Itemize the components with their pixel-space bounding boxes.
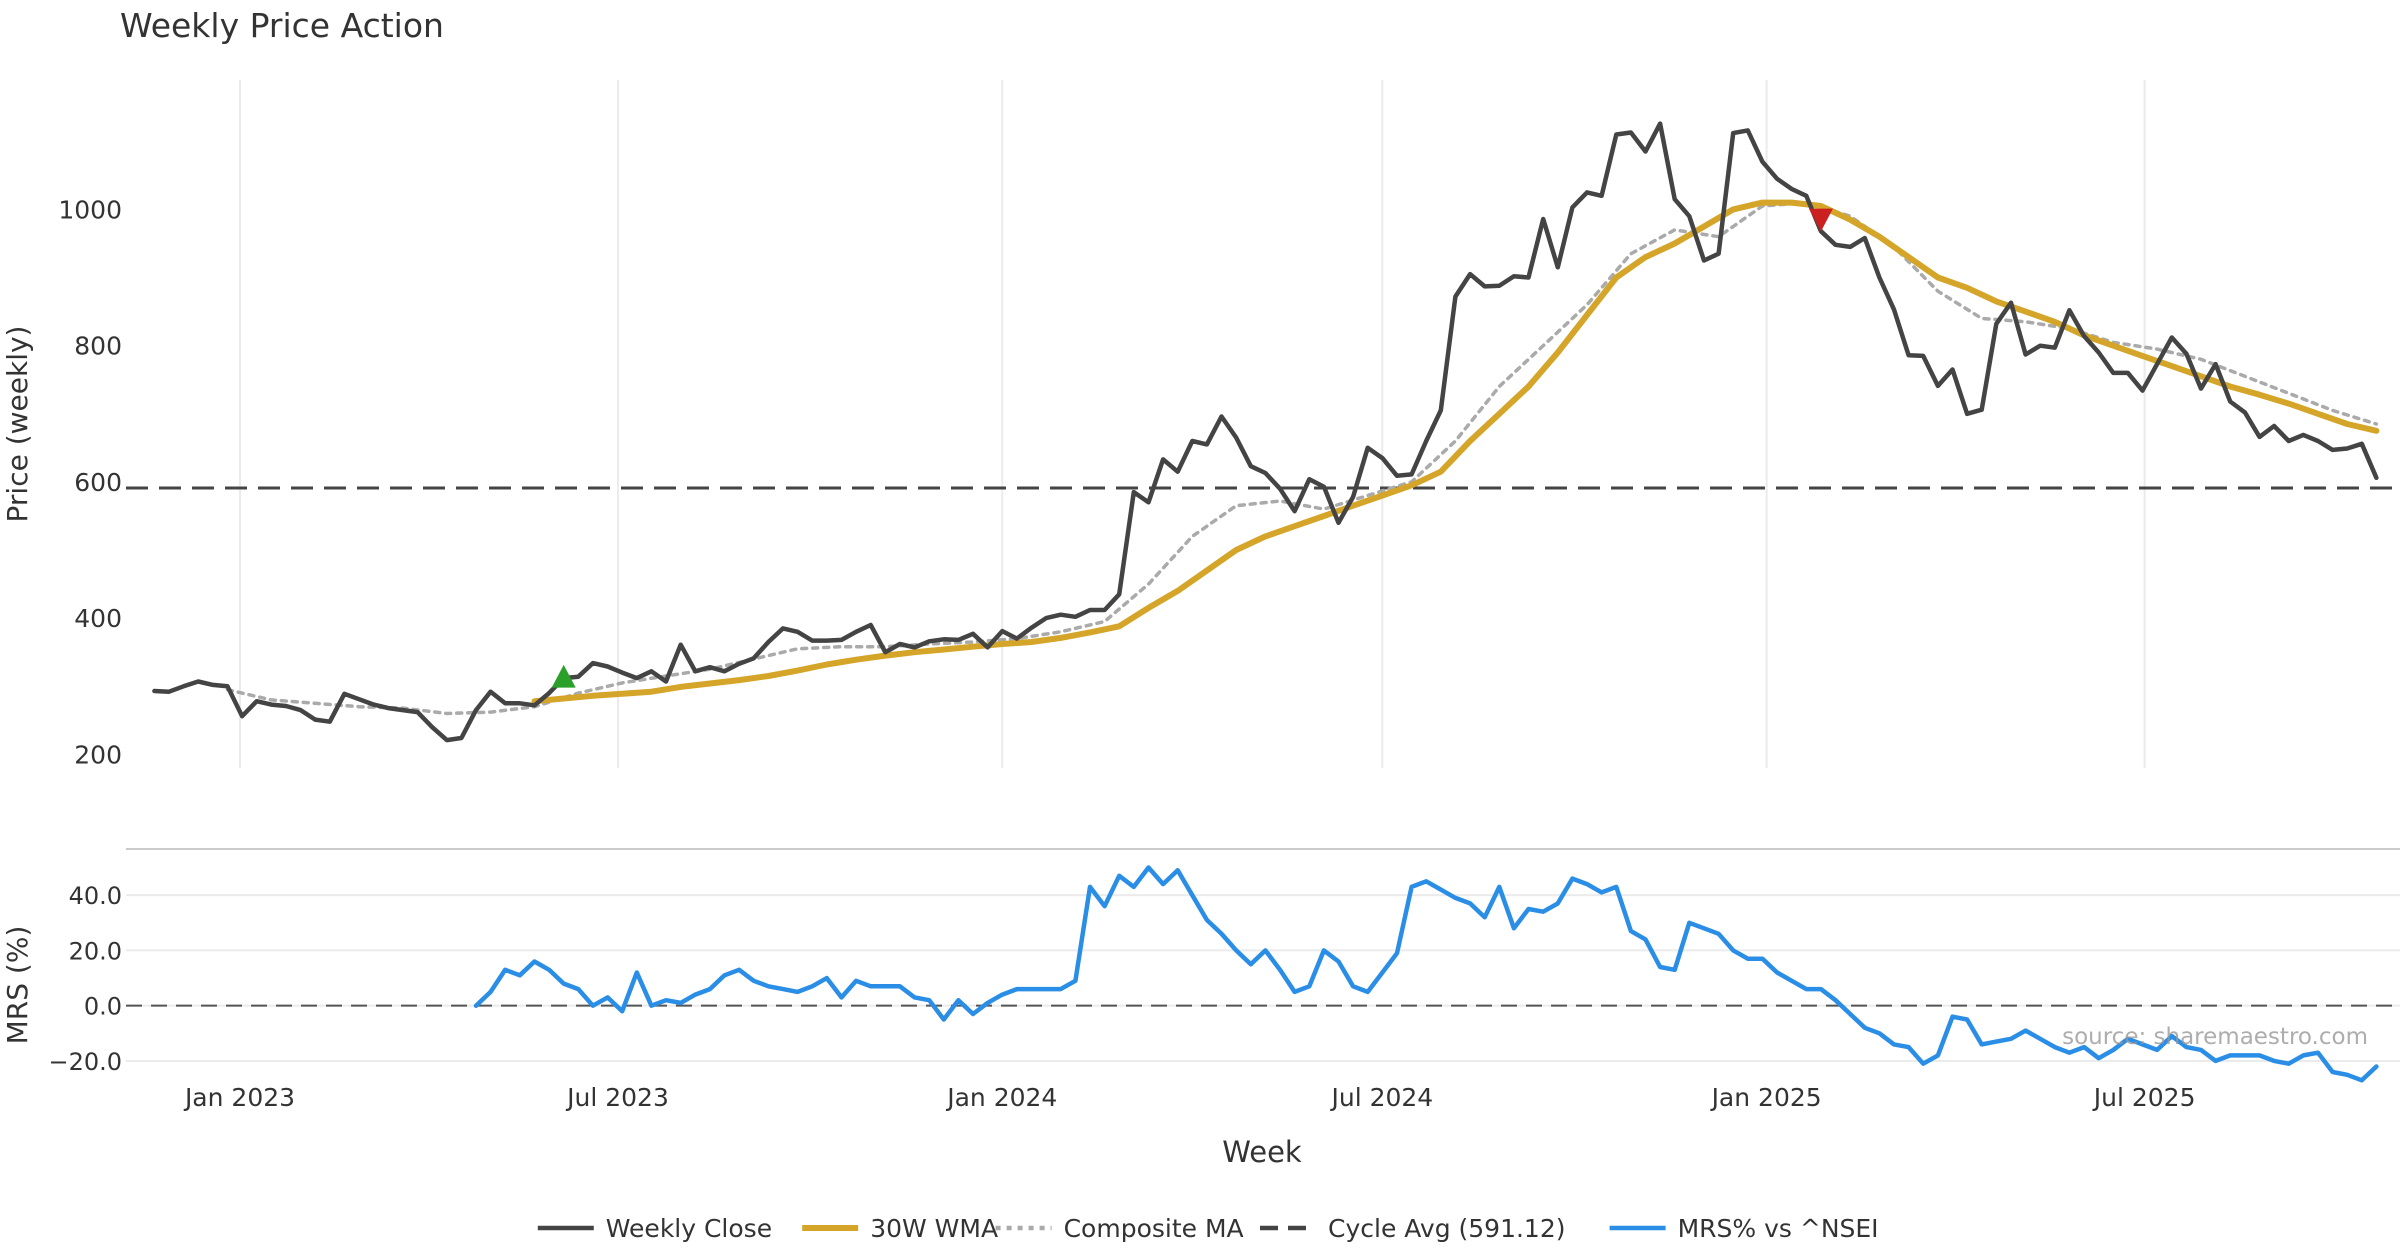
legend-label: MRS% vs ^NSEI xyxy=(1678,1214,1879,1243)
x-tick-5: Jul 2025 xyxy=(2092,1083,2196,1112)
sell-signal-marker xyxy=(1808,208,1833,232)
price-y-tick-2: 600 xyxy=(74,468,122,497)
mrs-panel: 40.0 20.0 0.0 −20.0 MRS (%) source: sharema… xyxy=(1,865,2400,1083)
price-y-tick-0: 200 xyxy=(74,740,122,769)
x-tick-2: Jan 2024 xyxy=(945,1083,1057,1112)
x-tick-4: Jan 2025 xyxy=(1710,1083,1822,1112)
x-tick-0: Jan 2023 xyxy=(183,1083,295,1112)
price-series xyxy=(152,121,2380,743)
mrs-y-tick-3: −20.0 xyxy=(48,1048,122,1076)
legend-item-3: Cycle Avg (591.12) xyxy=(1260,1214,1566,1243)
price-panel: 200 400 600 800 1000 Price (weekly) xyxy=(1,80,2400,850)
weekly-close-line xyxy=(152,121,2379,743)
price-y-ticks: 200 400 600 800 1000 xyxy=(58,195,122,769)
price-y-tick-4: 1000 xyxy=(58,195,122,224)
legend: Weekly Close 30W WMA Composite MA Cycle Avg… xyxy=(537,1214,1879,1243)
chart-title: Weekly Price Action xyxy=(120,6,444,45)
mrs-y-ticks: 40.0 20.0 0.0 −20.0 xyxy=(48,882,122,1076)
mrs-y-axis-label: MRS (%) xyxy=(1,926,34,1045)
legend-label: 30W WMA xyxy=(870,1214,998,1243)
legend-label: Cycle Avg (591.12) xyxy=(1328,1214,1566,1243)
legend-item-0: Weekly Close xyxy=(537,1214,772,1243)
legend-label: Weekly Close xyxy=(606,1214,772,1243)
price-y-tick-1: 400 xyxy=(74,604,122,633)
legend-label: Composite MA xyxy=(1064,1214,1244,1243)
legend-item-2: Composite MA xyxy=(995,1214,1244,1243)
mrs-grid xyxy=(126,894,2400,1062)
composite-ma-line xyxy=(225,200,2379,716)
price-y-axis-label: Price (weekly) xyxy=(1,326,34,523)
signal-markers xyxy=(551,208,1833,688)
wma-line xyxy=(531,199,2380,705)
legend-item-1: 30W WMA xyxy=(802,1214,998,1243)
mrs-line xyxy=(473,865,2379,1083)
mrs-series xyxy=(473,865,2379,1083)
mrs-y-tick-2: 0.0 xyxy=(84,993,122,1021)
x-tick-1: Jul 2023 xyxy=(565,1083,669,1112)
buy-signal-marker xyxy=(551,664,576,688)
mrs-y-tick-1: 20.0 xyxy=(69,937,122,965)
price-grid xyxy=(239,80,2146,768)
source-watermark: source: sharemaestro.com xyxy=(2062,1024,2368,1050)
legend-item-4: MRS% vs ^NSEI xyxy=(1609,1214,1879,1243)
mrs-y-tick-0: 40.0 xyxy=(69,882,122,910)
price-y-tick-3: 800 xyxy=(74,332,122,361)
x-axis-label: Week xyxy=(1222,1135,1302,1169)
x-tick-3: Jul 2024 xyxy=(1329,1083,1433,1112)
x-ticks: Jan 2023 Jul 2023 Jan 2024 Jul 2024 Jan 2025… xyxy=(183,1083,2196,1112)
